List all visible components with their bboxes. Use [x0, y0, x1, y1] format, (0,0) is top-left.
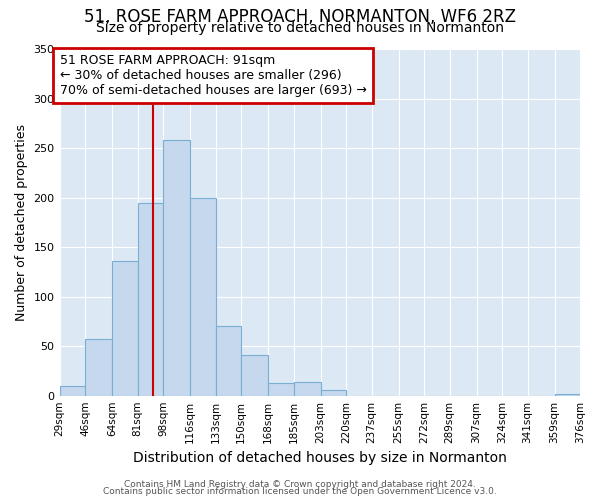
Bar: [241, 355, 268, 396]
Bar: [320, 390, 346, 396]
Text: 51 ROSE FARM APPROACH: 91sqm
← 30% of detached houses are smaller (296)
70% of s: 51 ROSE FARM APPROACH: 91sqm ← 30% of de…: [59, 54, 367, 97]
Bar: [215, 326, 241, 396]
Bar: [85, 339, 112, 396]
Bar: [163, 140, 190, 396]
X-axis label: Distribution of detached houses by size in Normanton: Distribution of detached houses by size …: [133, 451, 507, 465]
Bar: [190, 198, 215, 396]
Y-axis label: Number of detached properties: Number of detached properties: [15, 124, 28, 321]
Text: Contains public sector information licensed under the Open Government Licence v3: Contains public sector information licen…: [103, 487, 497, 496]
Bar: [112, 261, 137, 396]
Text: Contains HM Land Registry data © Crown copyright and database right 2024.: Contains HM Land Registry data © Crown c…: [124, 480, 476, 489]
Bar: [554, 394, 580, 396]
Bar: [59, 386, 85, 396]
Text: Size of property relative to detached houses in Normanton: Size of property relative to detached ho…: [96, 21, 504, 35]
Bar: [293, 382, 320, 396]
Bar: [268, 383, 293, 396]
Bar: [137, 202, 163, 396]
Text: 51, ROSE FARM APPROACH, NORMANTON, WF6 2RZ: 51, ROSE FARM APPROACH, NORMANTON, WF6 2…: [84, 8, 516, 26]
